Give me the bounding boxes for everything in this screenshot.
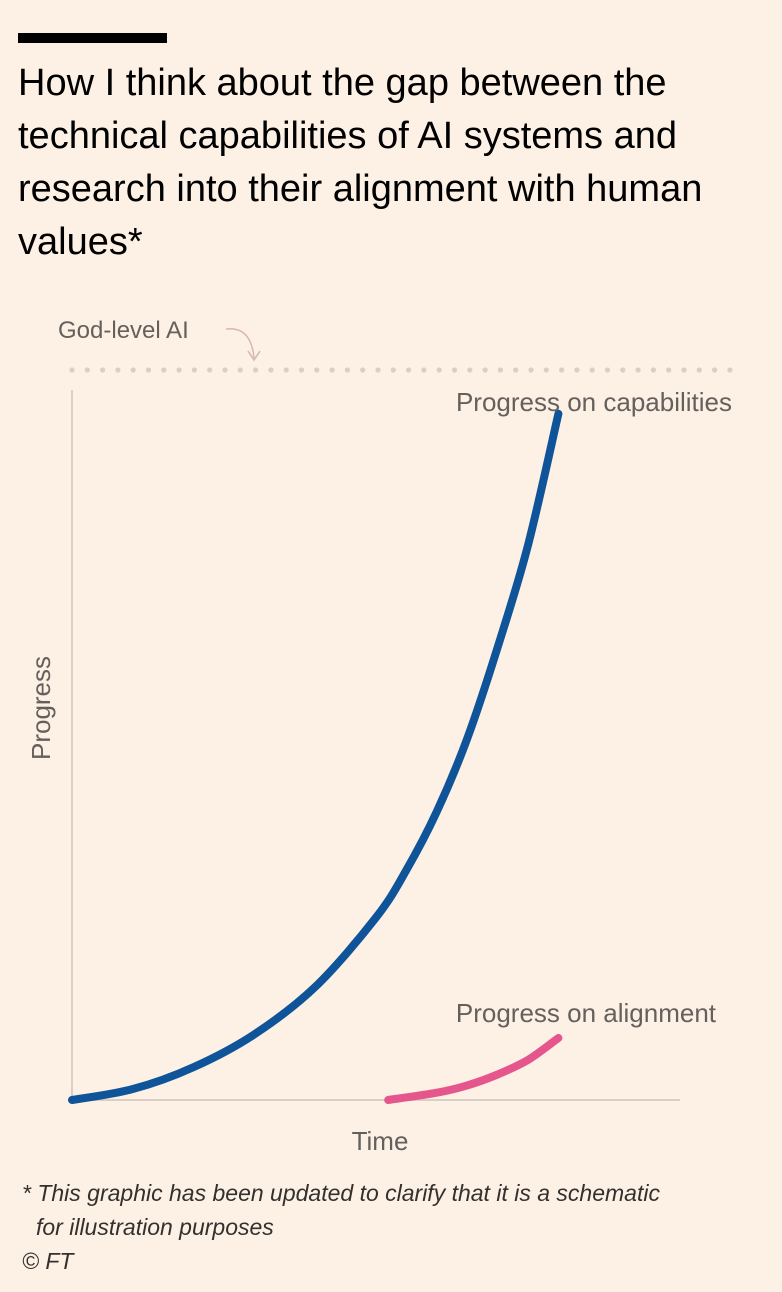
reference-dot	[115, 367, 121, 373]
reference-dot	[681, 367, 687, 373]
reference-dot	[161, 367, 167, 373]
reference-dot	[298, 367, 305, 373]
reference-dot	[467, 367, 473, 373]
reference-dot	[421, 367, 427, 373]
reference-dot	[528, 367, 534, 373]
reference-arrow-line	[225, 328, 255, 359]
reference-dot	[589, 367, 595, 373]
reference-dot	[344, 367, 350, 373]
reference-dot	[100, 367, 106, 373]
chart: God-level AI Time Progress Progress on capa…	[0, 300, 782, 1170]
reference-line-label: God-level AI	[58, 317, 189, 344]
reference-dot	[712, 367, 718, 373]
reference-dot	[253, 367, 259, 373]
footnote: * This graphic has been updated to clari…	[22, 1176, 762, 1244]
reference-dot	[543, 367, 549, 373]
series-label-capabilities: Progress on capabilities	[456, 387, 732, 417]
reference-dot	[176, 367, 182, 373]
reference-dot	[222, 367, 228, 373]
reference-line-dots	[69, 367, 733, 373]
reference-dot	[69, 367, 75, 373]
chart-title: How I think about the gap between the te…	[18, 62, 703, 263]
reference-dot	[375, 367, 381, 373]
reference-dot	[696, 367, 702, 373]
series-label-alignment: Progress on alignment	[456, 998, 717, 1028]
reference-dot	[268, 367, 274, 373]
reference-dot	[360, 367, 366, 373]
reference-dot	[620, 367, 626, 373]
reference-dot	[390, 367, 396, 373]
reference-arrow-head	[247, 350, 261, 362]
reference-dot	[314, 367, 320, 373]
reference-dot	[283, 367, 289, 373]
reference-dot	[130, 367, 136, 373]
y-axis-label: Progress	[26, 656, 56, 760]
series-line-capabilities	[68, 409, 563, 1104]
reference-dot	[329, 367, 335, 373]
reference-dot	[84, 367, 90, 373]
reference-dot	[436, 367, 442, 373]
reference-dot	[451, 367, 458, 373]
reference-dot	[191, 367, 197, 373]
source-credit: © FT	[22, 1248, 74, 1274]
reference-dot	[574, 367, 580, 373]
footnote-line-1: * This graphic has been updated to clari…	[22, 1180, 660, 1206]
reference-dot	[207, 367, 213, 373]
reference-dot	[666, 367, 672, 373]
reference-dot	[727, 367, 733, 373]
reference-dot	[497, 367, 503, 373]
reference-dot	[635, 367, 641, 373]
x-axis-label: Time	[352, 1126, 409, 1156]
series-line-alignment	[384, 1034, 563, 1104]
top-rule	[18, 33, 167, 43]
reference-dot	[513, 367, 519, 373]
reference-dot	[650, 367, 657, 373]
chart-svg: God-level AI Time Progress Progress on capa…	[26, 317, 733, 1156]
reference-dot	[145, 367, 152, 373]
footnote-line-2: for illustration purposes	[36, 1214, 274, 1240]
reference-dot	[604, 367, 611, 373]
reference-dot	[406, 367, 412, 373]
reference-dot	[237, 367, 243, 373]
reference-dot	[482, 367, 488, 373]
reference-dot	[559, 367, 565, 373]
